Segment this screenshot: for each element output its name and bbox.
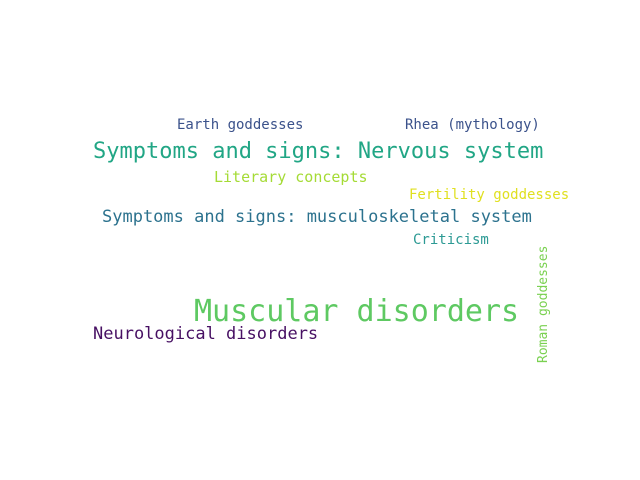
word-symptoms-nervous-system: Symptoms and signs: Nervous system [93, 139, 544, 164]
word-criticism: Criticism [413, 232, 489, 248]
word-earth-goddesses: Earth goddesses [177, 117, 304, 133]
word-fertility-goddesses: Fertility goddesses [409, 187, 570, 203]
word-symptoms-musculoskeletal-system: Symptoms and signs: musculoskeletal syst… [102, 207, 532, 227]
word-muscular-disorders: Muscular disorders [194, 294, 520, 329]
word-rhea-mythology: Rhea (mythology) [405, 117, 540, 133]
word-roman-goddesses: Roman goddesses [536, 245, 551, 363]
word-neurological-disorders: Neurological disorders [93, 324, 319, 344]
word-literary-concepts: Literary concepts [214, 168, 368, 186]
